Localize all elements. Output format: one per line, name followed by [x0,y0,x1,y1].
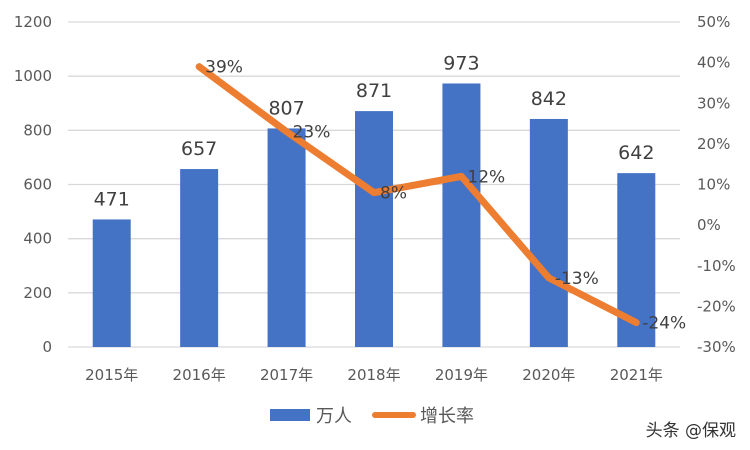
category-label: 2019年 [435,366,488,384]
bar[interactable] [92,219,131,347]
growth-rate-labels: 39% 23% 8% 12% -13% -24% [205,58,686,334]
bar-value-label: 842 [531,88,567,110]
bar-value-label: 973 [443,52,479,74]
right-tick-label: 40% [697,54,730,72]
watermark: 头条 @保观 [645,421,736,441]
left-tick-label: 400 [23,230,52,248]
category-label: 2021年 [610,366,663,384]
right-axis-ticks: -30% -20% -10% 0% 10% 20% 30% 40% 50% [697,13,736,356]
category-label: 2015年 [85,366,138,384]
growth-rate-line [195,63,640,327]
right-tick-label: 30% [697,94,730,112]
right-tick-label: 0% [697,216,721,234]
growth-value-label: 23% [293,123,331,143]
bar-series [92,83,656,348]
bar[interactable] [180,169,219,347]
growth-value-label: 12% [467,167,505,187]
category-label: 2016年 [173,366,226,384]
bar[interactable] [355,111,393,348]
legend: 万人 增长率 [270,402,494,428]
category-label: 2018年 [347,366,400,384]
growth-value-label: 8% [380,184,407,204]
line-swatch-icon [372,412,416,418]
legend-line-label: 增长率 [420,406,474,427]
growth-value-label: -13% [555,269,599,289]
bar-value-label: 642 [618,142,654,164]
left-tick-label: 800 [23,121,52,139]
growth-value-label: 39% [205,58,243,78]
left-tick-label: 200 [23,284,52,302]
growth-line-path[interactable] [195,63,640,327]
left-tick-label: 1000 [14,67,52,85]
bar[interactable] [442,83,481,348]
left-tick-label: 0 [42,338,52,356]
x-axis-category-labels: 2015年 2016年 2017年 2018年 2019年 2020年 2021年 [85,366,663,384]
bar[interactable] [267,128,306,347]
bar-value-label: 807 [268,97,304,119]
legend-item-line[interactable]: 增长率 [372,402,474,428]
left-tick-label: 1200 [14,13,52,31]
left-tick-label: 600 [23,176,52,194]
right-tick-label: -20% [697,297,736,315]
right-tick-label: 10% [697,176,730,194]
bar-swatch-icon [270,409,310,421]
right-tick-label: -30% [697,338,736,356]
legend-bar-label: 万人 [316,406,352,427]
chart-canvas: 0 200 400 600 800 1000 1200 -30% -20% -10% 0% 10% 2… [14,13,736,384]
right-tick-label: 20% [697,135,730,153]
bar-value-label: 871 [356,80,392,102]
category-label: 2020年 [522,366,575,384]
growth-value-label: -24% [642,314,686,334]
bar-data-labels: 471 657 807 871 973 842 642 [94,52,655,210]
legend-item-bar[interactable]: 万人 [270,402,352,428]
bar-value-label: 657 [181,138,217,160]
bar[interactable] [529,118,568,347]
category-label: 2017年 [260,366,313,384]
right-tick-label: 50% [697,13,730,31]
right-tick-label: -10% [697,257,736,275]
left-axis-ticks: 0 200 400 600 800 1000 1200 [14,13,52,356]
bar-value-label: 471 [94,188,130,210]
